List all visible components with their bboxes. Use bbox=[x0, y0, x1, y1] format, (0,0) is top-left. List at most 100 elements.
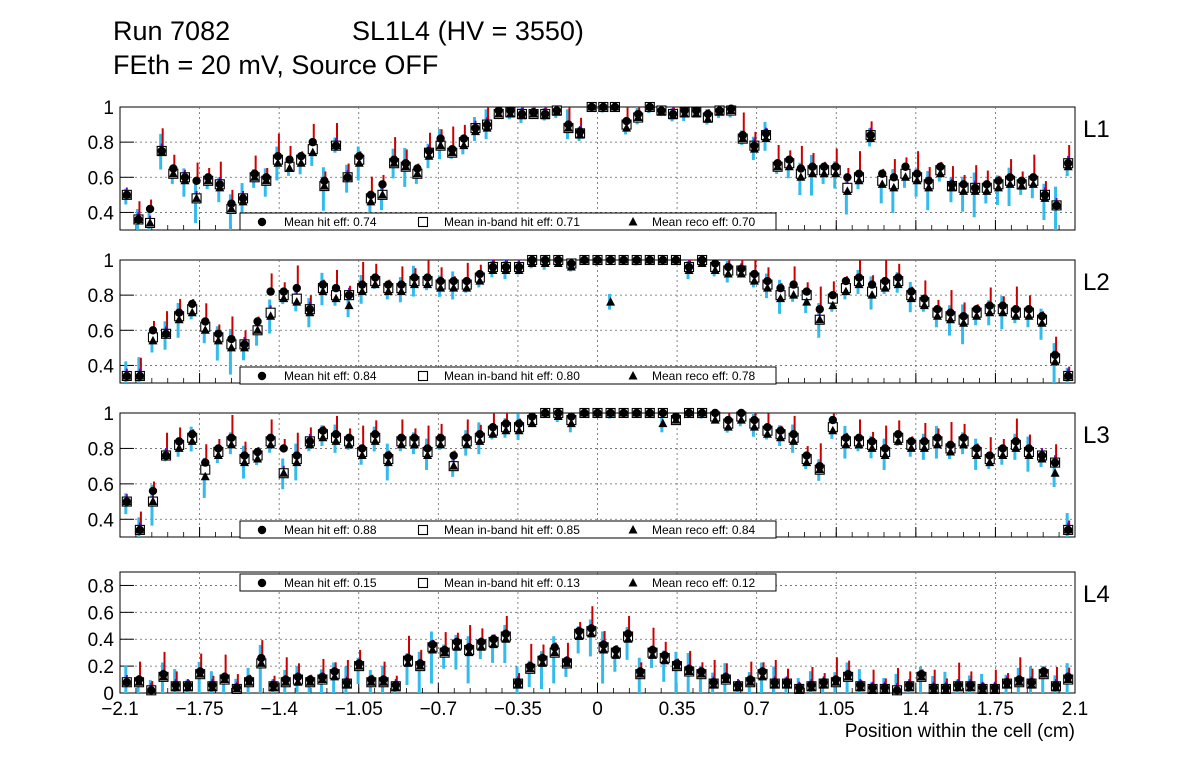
reco-marker bbox=[174, 443, 184, 452]
reco-marker bbox=[972, 450, 982, 460]
data-point bbox=[435, 267, 446, 297]
y-tick-label: 1 bbox=[103, 98, 114, 119]
data-point bbox=[474, 264, 485, 288]
reco-marker bbox=[1005, 179, 1015, 188]
hit-marker bbox=[308, 137, 317, 147]
hit-marker bbox=[475, 430, 485, 439]
hit-marker bbox=[413, 164, 422, 173]
data-point bbox=[880, 425, 891, 470]
data-point bbox=[272, 133, 283, 181]
data-point bbox=[377, 174, 388, 211]
hit-marker bbox=[538, 653, 547, 663]
data-point bbox=[855, 669, 866, 693]
hit-marker bbox=[770, 678, 779, 687]
reco-marker bbox=[906, 293, 916, 303]
data-point bbox=[1051, 186, 1062, 230]
reco-marker bbox=[279, 293, 289, 303]
y-tick-label: 0 bbox=[103, 684, 114, 705]
reco-marker bbox=[514, 425, 524, 435]
data-point bbox=[396, 266, 407, 303]
data-point bbox=[946, 166, 958, 203]
hit-marker bbox=[448, 144, 457, 154]
data-point bbox=[592, 254, 603, 267]
data-point bbox=[1002, 673, 1013, 693]
reco-marker bbox=[877, 179, 887, 188]
hit-marker bbox=[907, 437, 916, 446]
hit-marker bbox=[562, 656, 572, 665]
data-point bbox=[1050, 336, 1061, 383]
data-point bbox=[691, 106, 702, 118]
data-point bbox=[307, 123, 318, 166]
data-point bbox=[383, 279, 394, 300]
y-tick-label: 0.2 bbox=[88, 657, 114, 678]
data-point bbox=[370, 420, 381, 452]
data-point bbox=[133, 201, 144, 230]
data-point bbox=[146, 680, 157, 696]
hit-marker bbox=[819, 162, 829, 171]
data-point bbox=[500, 260, 512, 280]
hit-marker bbox=[697, 255, 707, 265]
hit-marker bbox=[841, 433, 851, 442]
data-point bbox=[134, 357, 145, 383]
hit-marker bbox=[622, 116, 631, 126]
reco-marker bbox=[574, 631, 584, 641]
data-point bbox=[667, 107, 679, 122]
reco-marker bbox=[239, 457, 249, 467]
hit-marker bbox=[854, 273, 864, 282]
hit-marker bbox=[1050, 458, 1060, 467]
data-point bbox=[1010, 418, 1021, 460]
data-point bbox=[618, 407, 629, 419]
data-point bbox=[278, 439, 289, 490]
reco-marker bbox=[200, 325, 210, 334]
reco-marker bbox=[357, 450, 367, 460]
data-point bbox=[540, 407, 551, 419]
data-point bbox=[1038, 666, 1049, 693]
hit-marker bbox=[889, 173, 899, 182]
data-point bbox=[733, 679, 744, 693]
data-point bbox=[179, 168, 190, 197]
hit-marker bbox=[815, 461, 824, 471]
data-point bbox=[647, 627, 658, 668]
reco-marker bbox=[464, 647, 474, 657]
data-point bbox=[893, 263, 904, 293]
data-point bbox=[435, 128, 446, 160]
data-point bbox=[842, 167, 853, 215]
hit-marker bbox=[750, 269, 759, 279]
reco-marker bbox=[1028, 179, 1038, 188]
hit-marker bbox=[758, 667, 767, 676]
data-point bbox=[762, 413, 773, 440]
reco-marker bbox=[658, 418, 668, 428]
data-point bbox=[784, 150, 795, 179]
hit-marker bbox=[606, 408, 615, 418]
hit-marker bbox=[161, 451, 171, 460]
hit-marker bbox=[161, 329, 171, 338]
hit-marker bbox=[459, 134, 469, 143]
y-tick-label: 1 bbox=[103, 404, 114, 425]
hit-marker bbox=[978, 683, 987, 692]
data-point bbox=[400, 147, 411, 187]
hit-marker bbox=[611, 645, 621, 655]
data-point bbox=[697, 254, 708, 268]
data-point bbox=[853, 419, 865, 452]
data-point bbox=[423, 132, 435, 169]
hit-marker bbox=[378, 180, 387, 189]
hit-marker bbox=[135, 525, 145, 535]
hit-marker bbox=[843, 669, 853, 679]
hit-marker bbox=[985, 301, 994, 310]
data-point bbox=[505, 106, 516, 120]
reco-marker bbox=[998, 307, 1008, 317]
data-point bbox=[1028, 154, 1039, 199]
data-point bbox=[579, 254, 590, 266]
legend-hit-marker bbox=[257, 371, 267, 381]
hit-marker bbox=[232, 683, 242, 692]
hit-marker bbox=[657, 106, 666, 115]
hit-marker bbox=[724, 415, 733, 425]
legend-reco-marker bbox=[628, 371, 638, 380]
data-point bbox=[512, 666, 524, 693]
reco-marker bbox=[959, 186, 969, 195]
reco-marker bbox=[586, 628, 596, 638]
hit-marker bbox=[416, 659, 425, 668]
data-point bbox=[618, 254, 629, 266]
data-point bbox=[923, 167, 934, 211]
